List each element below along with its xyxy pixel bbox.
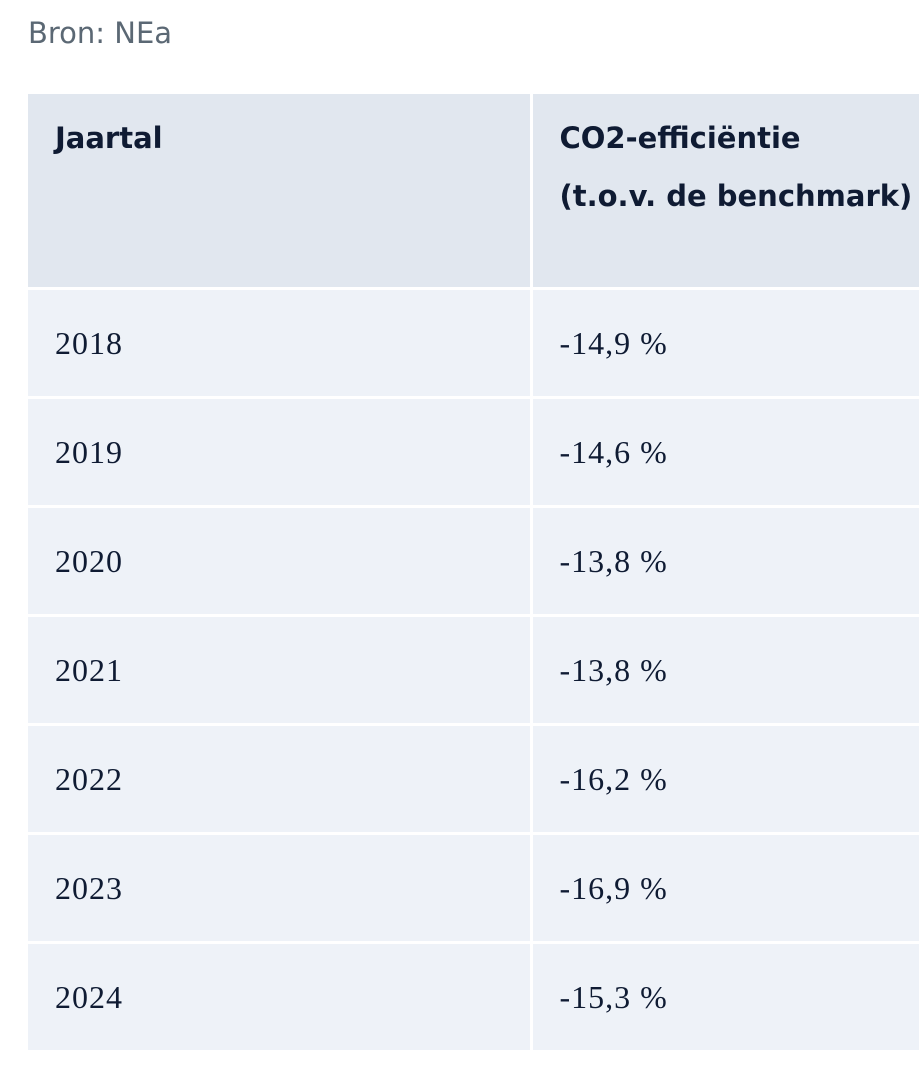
- header-row: Jaartal CO2-efficiëntie (t.o.v. de bench…: [28, 94, 919, 290]
- header-text: CO2-efficiëntie: [559, 121, 801, 155]
- table-row: 2018 -14,9 %: [28, 288, 919, 399]
- source-note: Bron: NEa: [28, 16, 173, 50]
- value-cell: -14,9 %: [531, 288, 919, 399]
- year-cell: 2021: [28, 615, 533, 726]
- value-cell: -14,6 %: [531, 397, 919, 508]
- year-cell: 2018: [28, 288, 533, 399]
- table-row: 2021 -13,8 %: [28, 615, 919, 726]
- value-cell: -16,9 %: [531, 833, 919, 944]
- table-row: 2024 -15,3 %: [28, 942, 919, 1050]
- year-cell: 2024: [28, 942, 533, 1050]
- header-text: Jaartal: [55, 121, 163, 155]
- data-table: Jaartal CO2-efficiëntie (t.o.v. de bench…: [28, 94, 919, 1050]
- header-cell: CO2-efficiëntie (t.o.v. de benchmark): [531, 94, 919, 290]
- value-cell: -15,3 %: [531, 942, 919, 1050]
- table-body: 2018 -14,9 % 2019 -14,6 % 2020 -13,8 % 2021 -13…: [28, 288, 919, 1050]
- header-cell: Jaartal: [28, 94, 533, 290]
- value-cell: -13,8 %: [531, 506, 919, 617]
- table-header: Jaartal CO2-efficiëntie (t.o.v. de bench…: [28, 94, 919, 290]
- year-cell: 2022: [28, 724, 533, 835]
- value-cell: -16,2 %: [531, 724, 919, 835]
- table-row: 2023 -16,9 %: [28, 833, 919, 944]
- year-cell: 2019: [28, 397, 533, 508]
- header-text: (t.o.v. de benchmark): [559, 179, 913, 213]
- table-row: 2022 -16,2 %: [28, 724, 919, 835]
- value-cell: -13,8 %: [531, 615, 919, 726]
- year-cell: 2023: [28, 833, 533, 944]
- year-cell: 2020: [28, 506, 533, 617]
- table-row: 2019 -14,6 %: [28, 397, 919, 508]
- table-row: 2020 -13,8 %: [28, 506, 919, 617]
